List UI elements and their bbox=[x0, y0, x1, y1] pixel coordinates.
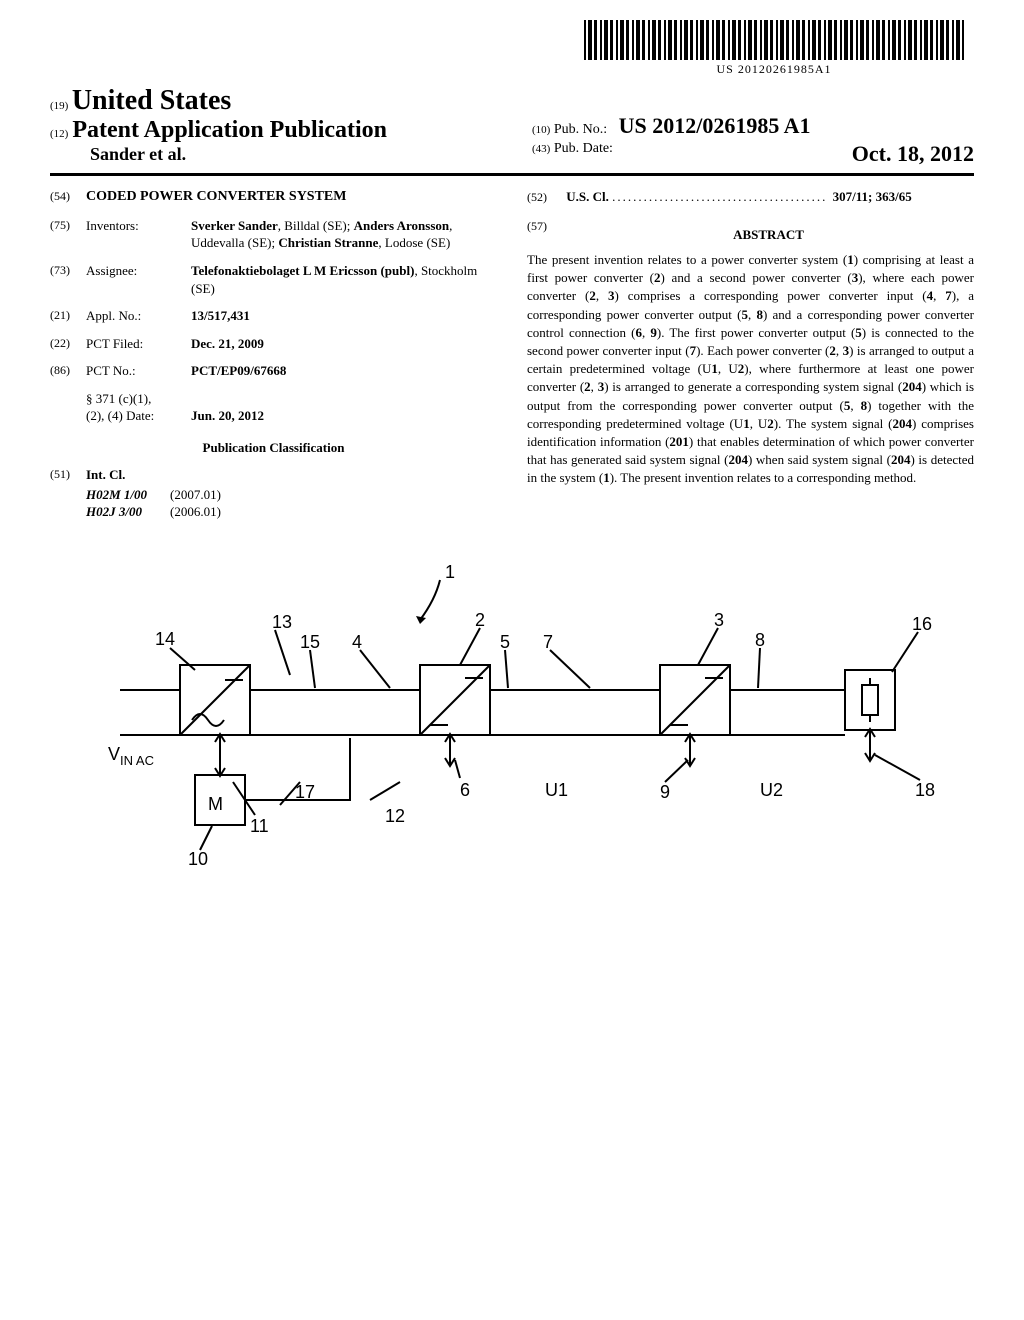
s371-value: Jun. 20, 2012 bbox=[191, 407, 497, 425]
uscl-row: (52) U.S. Cl. ..........................… bbox=[527, 188, 974, 206]
fig-label-15: 15 bbox=[300, 632, 320, 652]
patent-header: (19) United States (12) Patent Applicati… bbox=[50, 85, 974, 176]
pub-no-code: (10) bbox=[532, 124, 550, 136]
intcl-code: (51) bbox=[50, 466, 86, 484]
fig-label-18: 18 bbox=[915, 780, 935, 800]
fig-label-12: 12 bbox=[385, 806, 405, 826]
applno-row: (21) Appl. No.: 13/517,431 bbox=[50, 307, 497, 325]
intcl-date-0: (2007.01) bbox=[170, 486, 221, 504]
fig-label-11: 11 bbox=[250, 816, 269, 836]
fig-label-u2: U2 bbox=[760, 780, 783, 800]
fig-label-u1: U1 bbox=[545, 780, 568, 800]
applno-value: 13/517,431 bbox=[191, 307, 497, 325]
pub-date-line: (43) Pub. Date: Oct. 18, 2012 bbox=[532, 141, 974, 167]
pub-no-label: Pub. No.: bbox=[554, 122, 607, 137]
inventors-row: (75) Inventors: Sverker Sander, Billdal … bbox=[50, 217, 497, 252]
abstract-header: ABSTRACT bbox=[563, 226, 974, 244]
barcode-text: US 20120261985A1 bbox=[584, 62, 964, 77]
fig-label-m: M bbox=[208, 794, 223, 814]
figure-svg: 1 13 14 15 4 2 5 7 3 8 16 VIN AC M 10 11… bbox=[100, 560, 940, 900]
abstract-section: (57) ABSTRACT The present invention rela… bbox=[527, 218, 974, 488]
pctno-label: PCT No.: bbox=[86, 362, 191, 380]
header-right: (10) Pub. No.: US 2012/0261985 A1 (43) P… bbox=[512, 85, 974, 167]
fig-label-10: 10 bbox=[188, 849, 208, 869]
country-name: United States bbox=[72, 85, 231, 116]
pub-no-line: (10) Pub. No.: US 2012/0261985 A1 bbox=[532, 113, 974, 139]
patent-figure: 1 13 14 15 4 2 5 7 3 8 16 VIN AC M 10 11… bbox=[100, 560, 940, 900]
pctno-value: PCT/EP09/67668 bbox=[191, 362, 497, 380]
s371-row: § 371 (c)(1), (2), (4) Date: Jun. 20, 20… bbox=[50, 390, 497, 425]
assignee-row: (73) Assignee: Telefonaktiebolaget L M E… bbox=[50, 262, 497, 297]
right-column: (52) U.S. Cl. ..........................… bbox=[527, 188, 974, 521]
inventors-label: Inventors: bbox=[86, 217, 191, 252]
pub-type: Patent Application Publication bbox=[72, 117, 387, 143]
assignee-value: Telefonaktiebolaget L M Ericsson (publ),… bbox=[191, 262, 497, 297]
barcode-area: US 20120261985A1 bbox=[584, 20, 964, 77]
intcl-item-1: H02J 3/00 (2006.01) bbox=[50, 503, 497, 521]
pctno-code: (86) bbox=[50, 362, 86, 380]
abstract-text: The present invention relates to a power… bbox=[527, 251, 974, 487]
s371-spacer bbox=[50, 390, 86, 425]
intcl-date-1: (2006.01) bbox=[170, 503, 221, 521]
fig-label-16: 16 bbox=[912, 614, 932, 634]
applno-code: (21) bbox=[50, 307, 86, 325]
uscl-value: 307/11; 363/65 bbox=[833, 189, 912, 204]
pub-date-code: (43) bbox=[532, 143, 550, 155]
fig-label-9: 9 bbox=[660, 782, 670, 802]
intcl-code-0: H02M 1/00 bbox=[50, 486, 170, 504]
inventors-value: Sverker Sander, Billdal (SE); Anders Aro… bbox=[191, 217, 497, 252]
intcl-label: Int. Cl. bbox=[86, 466, 125, 484]
pctfiled-code: (22) bbox=[50, 335, 86, 353]
pub-type-line: (12) Patent Application Publication bbox=[50, 117, 512, 144]
intcl-code-1: H02J 3/00 bbox=[50, 503, 170, 521]
abstract-code: (57) bbox=[527, 218, 563, 252]
uscl-dots: ........................................… bbox=[612, 189, 833, 204]
applno-label: Appl. No.: bbox=[86, 307, 191, 325]
s371-label: § 371 (c)(1), (2), (4) Date: bbox=[86, 390, 191, 425]
title-code: (54) bbox=[50, 188, 86, 207]
fig-label-13: 13 bbox=[272, 612, 292, 632]
fig-label-4: 4 bbox=[352, 632, 362, 652]
fig-label-6: 6 bbox=[460, 780, 470, 800]
fig-label-17: 17 bbox=[295, 782, 315, 802]
fig-label-3: 3 bbox=[714, 610, 724, 630]
header-left: (19) United States (12) Patent Applicati… bbox=[50, 85, 512, 167]
assignee-label: Assignee: bbox=[86, 262, 191, 297]
patent-title: CODED POWER CONVERTER SYSTEM bbox=[86, 188, 346, 207]
fig-label-14: 14 bbox=[155, 629, 175, 649]
pctno-row: (86) PCT No.: PCT/EP09/67668 bbox=[50, 362, 497, 380]
fig-label-7: 7 bbox=[543, 632, 553, 652]
country-code: (19) bbox=[50, 100, 68, 112]
uscl-label: U.S. Cl. bbox=[566, 189, 609, 204]
pub-no: US 2012/0261985 A1 bbox=[619, 113, 811, 138]
authors-line: Sander et al. bbox=[90, 144, 512, 165]
fig-label-5: 5 bbox=[500, 632, 510, 652]
title-row: (54) CODED POWER CONVERTER SYSTEM bbox=[50, 188, 497, 207]
fig-label-1: 1 bbox=[445, 562, 455, 582]
pctfiled-label: PCT Filed: bbox=[86, 335, 191, 353]
barcode-graphic bbox=[584, 20, 964, 60]
uscl-code: (52) bbox=[527, 189, 563, 205]
fig-label-8: 8 bbox=[755, 630, 765, 650]
pub-class-header: Publication Classification bbox=[50, 439, 497, 457]
pctfiled-value: Dec. 21, 2009 bbox=[191, 335, 497, 353]
intcl-row: (51) Int. Cl. bbox=[50, 466, 497, 484]
body-columns: (54) CODED POWER CONVERTER SYSTEM (75) I… bbox=[50, 188, 974, 521]
intcl-item-0: H02M 1/00 (2007.01) bbox=[50, 486, 497, 504]
pub-date: Oct. 18, 2012 bbox=[852, 141, 974, 167]
inventors-code: (75) bbox=[50, 217, 86, 252]
pub-type-code: (12) bbox=[50, 128, 68, 140]
left-column: (54) CODED POWER CONVERTER SYSTEM (75) I… bbox=[50, 188, 497, 521]
pctfiled-row: (22) PCT Filed: Dec. 21, 2009 bbox=[50, 335, 497, 353]
assignee-code: (73) bbox=[50, 262, 86, 297]
country-line: (19) United States bbox=[50, 85, 512, 117]
pub-date-label: Pub. Date: bbox=[554, 141, 613, 156]
fig-label-2: 2 bbox=[475, 610, 485, 630]
fig-label-vin: VIN AC bbox=[108, 744, 154, 768]
